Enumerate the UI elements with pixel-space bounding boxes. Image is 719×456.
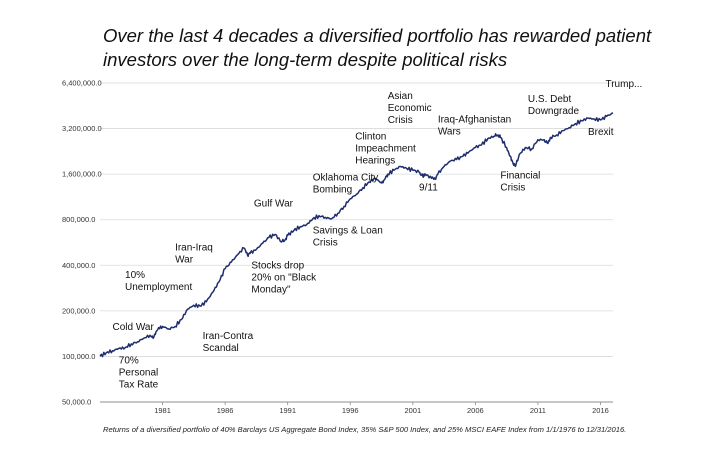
y-tick-label: 3,200,000.0	[62, 124, 102, 133]
annotation-line: Impeachment	[355, 144, 416, 155]
annotation-11: 9/11	[419, 182, 438, 193]
annotations-layer: Cold War 70% Personal Tax Rate 10% Unemployme…	[113, 79, 643, 390]
annotation-4: Iran-Contra Scandal	[203, 331, 254, 354]
annotation-line: Iran-Contra	[203, 331, 254, 342]
annotation-line: Clinton	[355, 132, 386, 143]
y-tick-label: 200,000.0	[62, 306, 95, 315]
annotation-line: Trump...	[605, 79, 642, 90]
annotation-14: U.S. Debt Downgrade	[528, 94, 580, 117]
annotation-12: Iraq-Afghanistan Wars	[438, 115, 511, 138]
x-tick-label: 2006	[467, 406, 484, 415]
series-line-0	[99, 112, 614, 358]
x-tick-label: 1981	[154, 406, 171, 415]
annotation-line: Savings & Loan	[313, 225, 383, 236]
annotation-line: Personal	[119, 367, 158, 378]
chart-footnote: Returns of a diversified portfolio of 40…	[103, 425, 627, 434]
annotation-line: Stocks drop	[251, 261, 304, 272]
x-tick-label: 2016	[592, 406, 609, 415]
annotation-line: 20% on "Black	[251, 273, 317, 284]
annotation-13: Financial Crisis	[500, 170, 540, 193]
annotation-3: Iran-Iraq War	[175, 243, 213, 266]
annotation-line: Tax Rate	[119, 379, 159, 390]
annotation-0: Cold War	[113, 322, 155, 333]
annotation-line: Crisis	[313, 237, 338, 248]
annotation-line: Oklahoma City	[313, 173, 379, 184]
annotation-line: Brexit	[588, 127, 614, 138]
annotation-line: Cold War	[113, 322, 155, 333]
annotation-line: Unemployment	[125, 282, 192, 293]
annotation-line: Wars	[438, 127, 461, 138]
y-tick-label: 100,000.0	[62, 352, 95, 361]
annotation-line: Gulf War	[254, 198, 294, 209]
annotation-8: Oklahoma City Bombing	[313, 173, 379, 196]
annotation-line: 9/11	[419, 182, 438, 193]
x-tick-label: 2001	[404, 406, 421, 415]
series-layer	[99, 112, 614, 358]
annotation-line: Iran-Iraq	[175, 243, 213, 254]
annotation-line: Crisis	[388, 115, 413, 126]
annotation-7: Savings & Loan Crisis	[313, 225, 383, 248]
annotation-5: Gulf War	[254, 198, 294, 209]
annotation-line: Hearings	[355, 156, 395, 167]
x-tick-label: 1991	[279, 406, 296, 415]
annotation-line: 70%	[119, 355, 139, 366]
y-tick-label: 1,600,000.0	[62, 170, 102, 179]
annotation-line: Asian	[388, 91, 413, 102]
x-tick-label: 2011	[530, 406, 546, 415]
annotation-16: Brexit	[588, 127, 614, 138]
annotation-line: Scandal	[203, 343, 239, 354]
y-tick-label: 400,000.0	[62, 261, 95, 270]
chart-title: Over the last 4 decades a diversified po…	[103, 25, 652, 70]
annotation-9: Clinton Impeachment Hearings	[355, 132, 416, 167]
annotation-10: Asian Economic Crisis	[388, 91, 432, 126]
annotation-line: Economic	[388, 103, 432, 114]
annotation-line: 10%	[125, 270, 145, 281]
y-tick-label: 50,000.0	[62, 398, 91, 407]
annotation-15: Trump...	[605, 79, 642, 90]
annotation-line: Crisis	[500, 182, 525, 193]
x-axis-ticks: 1981 1986 1991 1996 2001 2006 2011 2016	[154, 402, 609, 415]
annotation-line: Monday"	[251, 285, 291, 296]
x-tick-label: 1996	[342, 406, 359, 415]
y-tick-label: 6,400,000.0	[62, 79, 102, 88]
annotation-1: 70% Personal Tax Rate	[119, 355, 159, 390]
annotation-line: Downgrade	[528, 106, 580, 117]
y-axis-ticks: 50,000.0 100,000.0 200,000.0 400,000.0 800,0…	[62, 79, 102, 407]
annotation-2: 10% Unemployment	[125, 270, 192, 293]
x-tick-label: 1986	[217, 406, 234, 415]
y-tick-label: 800,000.0	[62, 215, 95, 224]
annotation-line: Iraq-Afghanistan	[438, 115, 511, 126]
annotation-line: Bombing	[313, 185, 352, 196]
annotation-line: Financial	[500, 170, 540, 181]
annotation-line: U.S. Debt	[528, 94, 572, 105]
annotation-6: Stocks drop 20% on "Black Monday"	[251, 261, 317, 296]
annotation-line: War	[175, 255, 194, 266]
